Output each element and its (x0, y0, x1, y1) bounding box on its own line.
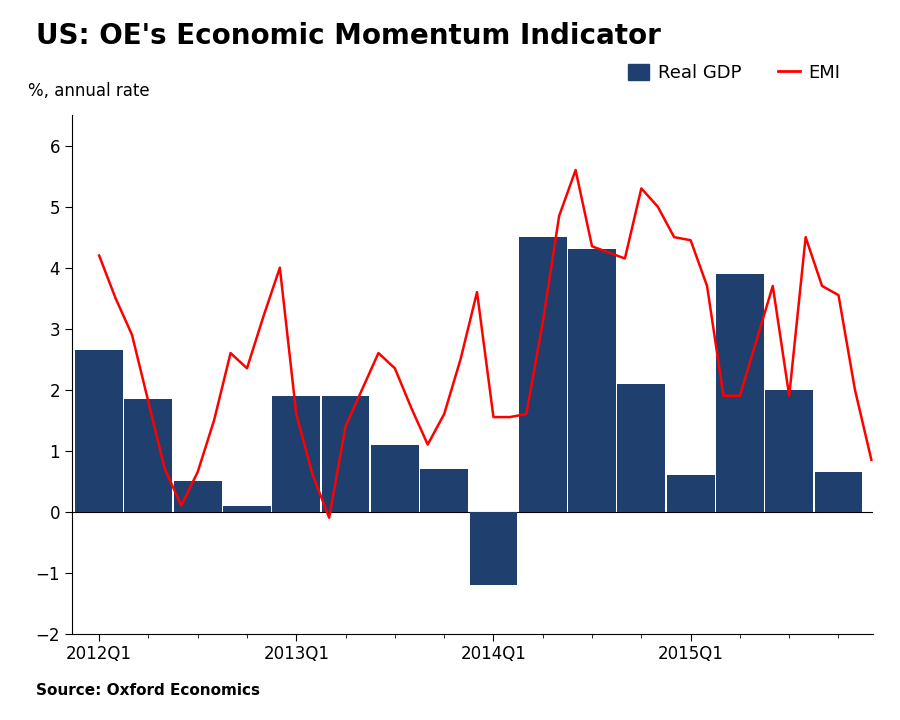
Bar (321, 396, 370, 512)
Legend: Real GDP, EMI: Real GDP, EMI (620, 57, 848, 89)
Bar (667, 475, 715, 512)
Bar (568, 249, 616, 512)
Text: US: OE's Economic Momentum Indicator: US: OE's Economic Momentum Indicator (36, 22, 661, 50)
Bar (273, 396, 320, 512)
Bar (371, 444, 418, 512)
Bar (76, 350, 123, 512)
Text: Source: Oxford Economics: Source: Oxford Economics (36, 683, 260, 698)
Bar (223, 505, 271, 512)
Bar (617, 384, 665, 512)
Bar (765, 390, 813, 512)
Bar (518, 237, 567, 512)
Bar (470, 512, 518, 585)
Bar (174, 481, 221, 512)
Text: %, annual rate: %, annual rate (28, 81, 149, 99)
Bar (814, 472, 862, 512)
Bar (716, 274, 764, 512)
Bar (124, 399, 172, 512)
Bar (420, 469, 468, 512)
